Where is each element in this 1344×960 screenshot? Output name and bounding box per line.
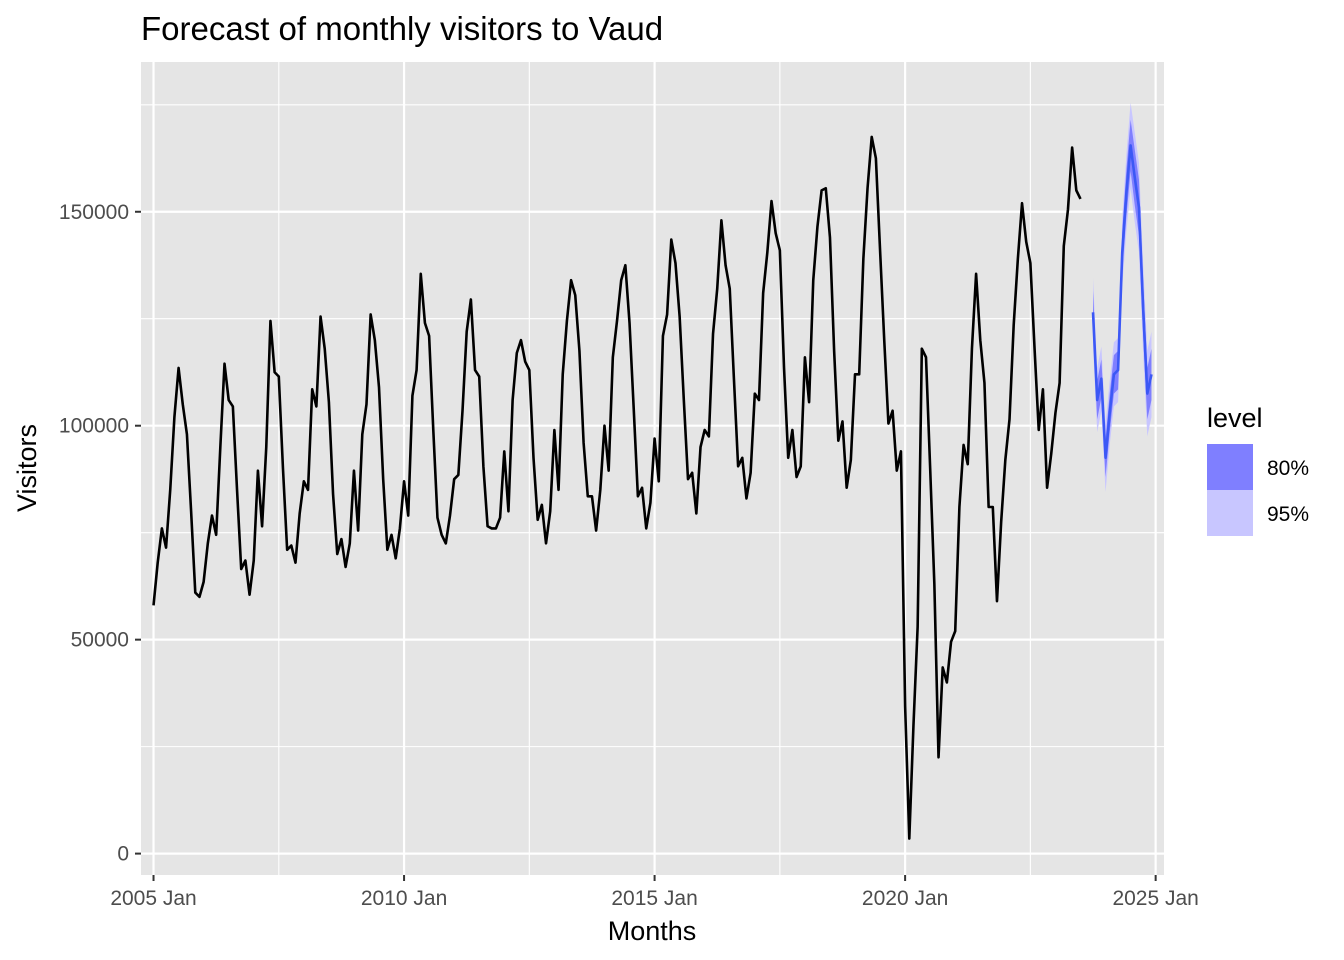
- legend: level 80% 95%: [1207, 403, 1309, 536]
- chart-title: Forecast of monthly visitors to Vaud: [141, 10, 663, 47]
- x-tick-label: 2025 Jan: [1112, 887, 1198, 910]
- legend-label-80: 80%: [1267, 457, 1309, 480]
- series-lines: [152, 135, 1153, 840]
- y-tick-label: 50000: [71, 629, 129, 652]
- x-tick-label: 2010 Jan: [361, 887, 447, 910]
- x-tick-label: 2015 Jan: [611, 887, 697, 910]
- x-axis: 2005 Jan 2010 Jan 2015 Jan 2020 Jan 2025 Jan: [110, 875, 1199, 910]
- legend-label-95: 95%: [1267, 503, 1309, 526]
- forecast-line: [1091, 144, 1153, 460]
- legend-swatch-95: [1207, 490, 1253, 536]
- legend-swatch-80: [1207, 444, 1253, 490]
- history-line: [152, 135, 1082, 840]
- legend-title: level: [1207, 403, 1263, 433]
- x-axis-title: Months: [608, 916, 697, 946]
- y-tick-label: 150000: [59, 201, 129, 224]
- band-80: [1093, 119, 1152, 478]
- y-axis: 0 50000 100000 150000: [59, 201, 141, 866]
- x-tick-label: 2005 Jan: [110, 887, 196, 910]
- y-tick-label: 0: [117, 843, 129, 866]
- y-axis-title: Visitors: [12, 424, 42, 512]
- x-tick-label: 2020 Jan: [862, 887, 948, 910]
- y-tick-label: 100000: [59, 415, 129, 438]
